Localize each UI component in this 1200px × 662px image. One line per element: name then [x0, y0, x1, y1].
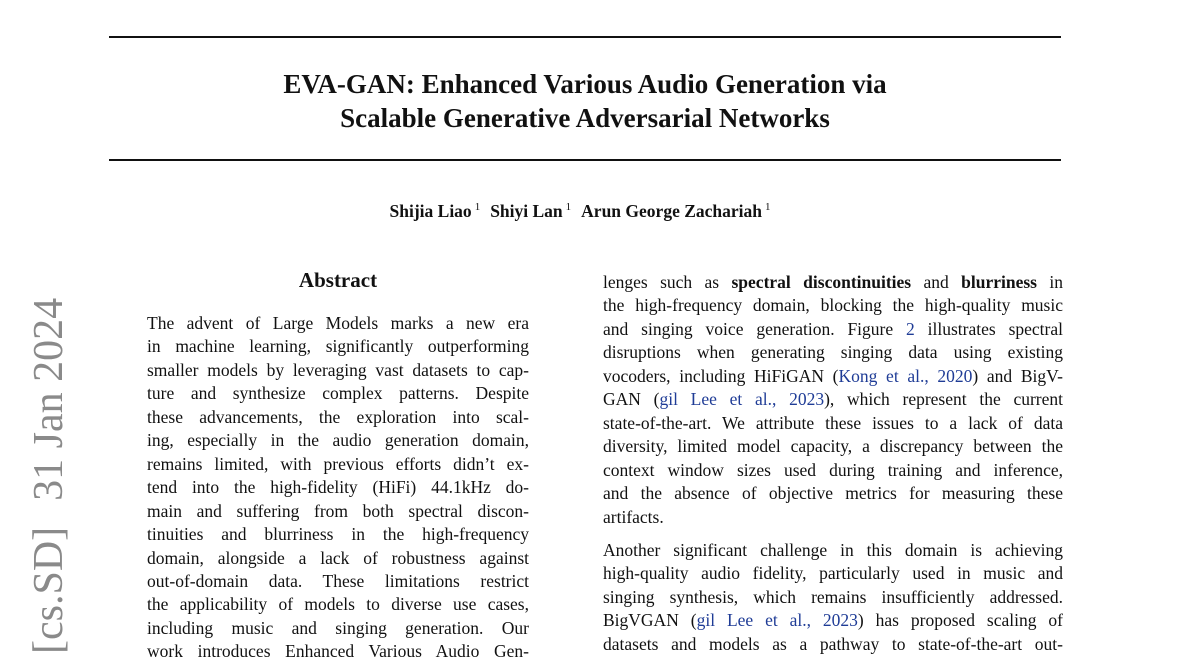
page: [cs.SD] 31 Jan 2024 EVA-GAN: Enhanced Var…: [0, 36, 1170, 662]
text-run: GAN (: [603, 389, 660, 410]
text-line: singing synthesis, which remains insuffi…: [603, 586, 1063, 607]
text-run: ) has proposed scaling of: [857, 610, 1063, 631]
text-line: ing, especially in the audio generation …: [147, 430, 529, 451]
abstract-heading: Abstract: [298, 268, 378, 292]
text-run: in: [1037, 272, 1063, 292]
text-line: the applicability of models to diverse u…: [147, 594, 529, 615]
text-line: including music and singing generation. …: [147, 617, 529, 638]
text-line: tend into the high-fidelity (HiFi) 44.1k…: [147, 477, 529, 498]
text-line: lenges such as spectral discontinuities …: [603, 271, 1063, 293]
text-line: state-of-the-art. We attribute these iss…: [603, 412, 1063, 433]
category: [cs.SD]: [26, 526, 72, 654]
bold-run: spectral discontinuities: [731, 272, 912, 292]
text-line: artifacts.: [603, 506, 664, 527]
text-line: BigVGAN (gil Lee et al., 2023) has propo…: [603, 609, 1063, 631]
text-line: GAN (gil Lee et al., 2023), which repres…: [603, 388, 1063, 410]
title-line: Scalable Generative Adversarial Networks: [340, 103, 830, 133]
text-run: vocoders, including HiFiGAN (: [603, 365, 839, 386]
text-line: high-quality audio fidelity, particularl…: [603, 563, 1063, 584]
date: 31 Jan 2024: [26, 297, 72, 501]
author-name: Shiyi Lan: [490, 201, 563, 221]
text-line: these advancements, the exploration into…: [147, 406, 529, 427]
text-line: datasets and models as a pathway to stat…: [603, 633, 1063, 654]
title-line: EVA-GAN: Enhanced Various Audio Generati…: [283, 69, 887, 99]
text-run: illustrates spectral: [914, 318, 1063, 339]
text-line: context window sizes used during trainin…: [603, 459, 1063, 480]
citation-link[interactable]: gil Lee et al., 2023: [696, 610, 858, 631]
author-name: Shijia Liao: [389, 201, 472, 221]
text-line: the high-frequency domain, blocking the …: [603, 295, 1063, 316]
author-name: Arun George Zachariah: [581, 201, 762, 221]
citation-link[interactable]: gil Lee et al., 2023: [659, 389, 825, 410]
text-line: smaller models by leveraging vast datase…: [147, 359, 529, 380]
text-run: ) and BigV-: [972, 365, 1063, 386]
affiliation: 1: [765, 201, 771, 214]
top-rule: [109, 36, 1061, 38]
arxiv-stamp: [cs.SD] 31 Jan 2024: [26, 298, 72, 654]
text-run: ), which represent the current: [824, 389, 1063, 410]
text-line: main and suffering from both spectral di…: [147, 500, 529, 521]
text-line: The advent of Large Models marks a new e…: [147, 313, 529, 333]
text-line: disruptions when generating singing data…: [603, 342, 1063, 363]
bottom-rule: [109, 159, 1061, 161]
text-run: BigVGAN (: [603, 610, 697, 631]
text-run: lenges such as: [603, 272, 732, 292]
text-line: ture and synthesize complex patterns. De…: [147, 383, 529, 404]
text-line: diversity, limited model capacity, a dis…: [603, 436, 1063, 457]
citation-link[interactable]: 2: [906, 318, 915, 339]
text-line: out-of-domain data. These limitations re…: [147, 570, 529, 591]
text-line: remains limited, with previous efforts d…: [147, 453, 529, 474]
text-line: in machine learning, significantly outpe…: [147, 336, 529, 357]
text-line: vocoders, including HiFiGAN (Kong et al.…: [603, 365, 1063, 387]
text-line: tinuities and blurriness in the high-fre…: [147, 524, 529, 545]
text-run: and: [911, 272, 962, 292]
text-line: work introduces Enhanced Various Audio G…: [147, 641, 529, 662]
citation-link[interactable]: Kong et al., 2020: [838, 365, 973, 386]
text-line: and singing voice generation. Figure 2 i…: [603, 318, 1063, 340]
affiliation: 1: [474, 201, 481, 214]
text-line: and the absence of objective metrics for…: [603, 483, 1063, 504]
text-line: Another significant challenge in this do…: [603, 539, 1063, 560]
affiliation: 1: [565, 201, 572, 214]
bold-run: blurriness: [961, 272, 1037, 292]
text-run: and singing voice generation. Figure: [603, 318, 907, 339]
authors: Shijia Liao 1 Shiyi Lan 1 Arun George Zachar…: [0, 201, 1170, 222]
text-line: domain, alongside a lack of robustness a…: [147, 547, 529, 568]
